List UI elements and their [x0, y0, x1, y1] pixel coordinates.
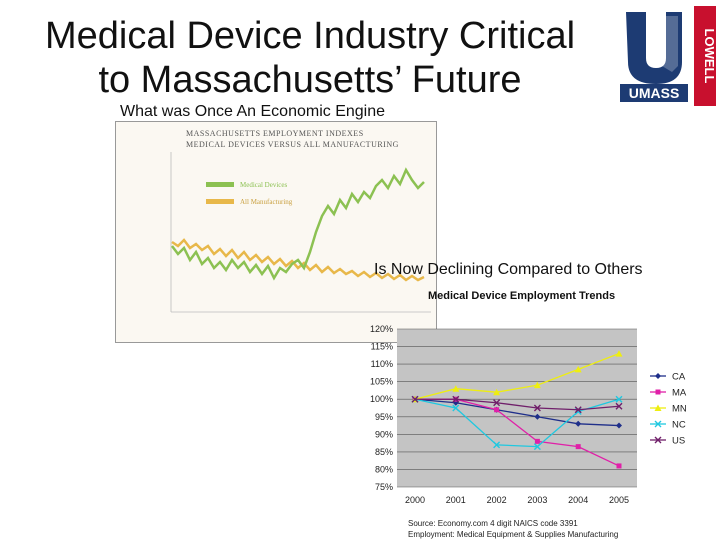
data-point-nc: [615, 395, 623, 403]
x-tick-label: 2001: [446, 495, 466, 505]
y-tick-label: 105%: [370, 377, 393, 387]
data-point-mn: [574, 365, 582, 373]
legend-marker-nc: [654, 420, 662, 428]
legend-label-us: US: [672, 436, 685, 447]
image-chart-legend: Medical Devices All Manufacturing: [206, 181, 293, 206]
legend-marker-mn: [654, 404, 662, 411]
slide-title: Medical Device Industry Critical to Mass…: [20, 14, 600, 102]
data-point-mn: [452, 385, 460, 392]
data-point-ca: [575, 420, 582, 427]
data-point-nc: [493, 441, 501, 449]
y-tick-label: 75%: [375, 482, 393, 492]
legend-marker-ca: [655, 373, 661, 379]
chart-title: Medical Device Employment Trends: [428, 290, 616, 302]
logo-side-text: LOWELL: [702, 29, 716, 84]
y-tick-label: 95%: [375, 412, 393, 422]
data-point-mn: [493, 388, 501, 396]
y-tick-label: 80%: [375, 464, 393, 474]
legend-label-nc: NC: [672, 420, 686, 431]
series-line-ca: [414, 398, 620, 427]
logo-text: UMASS: [629, 85, 680, 101]
source-note: Source: Economy.com 4 digit NAICS code 3…: [408, 518, 618, 540]
data-point-us: [411, 395, 419, 403]
y-tick-label: 115%: [371, 342, 393, 352]
legend-all-manufacturing: All Manufacturing: [240, 198, 293, 206]
x-tick-label: 2005: [609, 495, 629, 505]
legend-swatch-medical: [206, 182, 234, 187]
data-point-us: [493, 399, 501, 407]
x-tick-label: 2004: [568, 495, 588, 505]
legend-label-ca: CA: [672, 372, 686, 383]
image-line-medical-devices: [171, 167, 425, 281]
y-tick-label: 100%: [370, 394, 393, 404]
data-point-ma: [616, 463, 622, 469]
data-point-ma: [494, 407, 500, 413]
y-tick-label: 90%: [375, 429, 393, 439]
data-point-ca: [534, 413, 541, 420]
legend-marker-us: [654, 436, 662, 444]
data-point-ca: [616, 422, 622, 429]
subtitle-economic-engine: What was Once An Economic Engine: [120, 103, 386, 120]
series-line-mn: [414, 352, 620, 400]
data-point-us: [574, 406, 582, 414]
y-tick-label: 120%: [370, 324, 393, 334]
y-tick-label: 110%: [371, 359, 393, 369]
data-point-mn: [615, 350, 623, 357]
legend-label-mn: MN: [672, 404, 687, 415]
x-tick-label: 2003: [527, 495, 547, 505]
legend-marker-ma: [655, 389, 661, 395]
data-point-us: [615, 402, 623, 410]
title-line-2: to Massachusetts’ Future: [98, 59, 522, 101]
data-point-us: [452, 395, 460, 403]
data-point-mn: [533, 381, 541, 389]
legend-swatch-manufacturing: [206, 199, 234, 204]
source-line-1: Source: Economy.com 4 digit NAICS code 3…: [408, 519, 578, 528]
data-point-nc: [452, 404, 460, 412]
legend-medical-devices: Medical Devices: [240, 181, 288, 189]
data-point-nc: [533, 443, 541, 451]
image-chart-title: MASSACHUSETTS EMPLOYMENT INDEXES MEDICAL…: [186, 129, 399, 149]
source-line-2: Employment: Medical Equipment & Supplies…: [408, 530, 619, 539]
employment-trends-chart: 120% 115% 110% 105% 100% 95% 90% 85% 80% 75% 2000…: [370, 324, 687, 505]
ma-employment-index-image: MASSACHUSETTS EMPLOYMENT INDEXES MEDICAL…: [115, 121, 437, 343]
umass-lowell-logo: UMASS LOWELL: [616, 6, 716, 106]
series-line-us: [415, 398, 620, 411]
x-tick-label: 2002: [487, 495, 507, 505]
image-line-all-manufacturing: [171, 238, 425, 282]
subtitle-declining: Is Now Declining Compared to Others: [374, 261, 643, 278]
data-point-ma: [534, 438, 540, 444]
x-tick-label: 2000: [405, 495, 425, 505]
y-tick-label: 85%: [375, 447, 393, 457]
data-point-ma: [575, 444, 581, 450]
data-point-us: [533, 404, 541, 412]
title-line-1: Medical Device Industry Critical: [44, 15, 576, 57]
legend-label-ma: MA: [672, 388, 687, 399]
